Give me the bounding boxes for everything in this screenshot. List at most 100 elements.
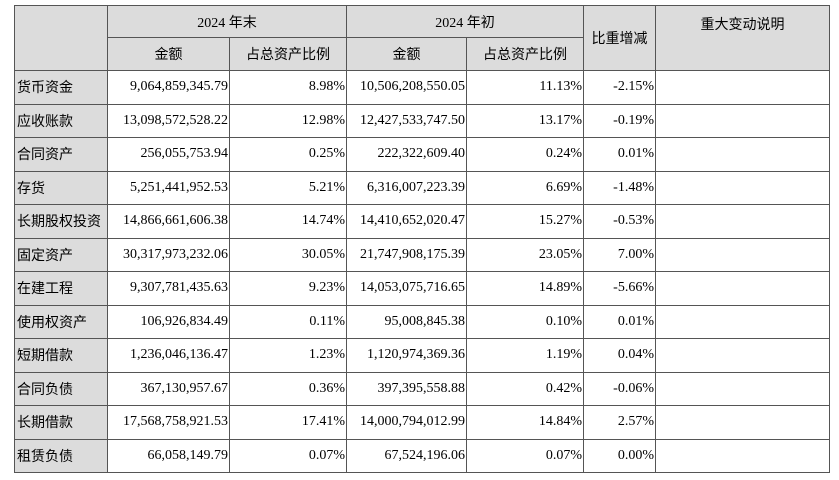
start-ratio-cell: 13.17% <box>466 103 584 138</box>
ratio-change-cell: 7.00% <box>583 237 656 272</box>
major-change-note-cell <box>655 271 830 306</box>
major-change-note-cell <box>655 237 830 272</box>
end-amount-cell: 14,866,661,606.38 <box>107 204 230 239</box>
start-amount-cell: 12,427,533,747.50 <box>346 103 467 138</box>
header-row-2: 金额 占总资产比例 金额 占总资产比例 <box>15 37 830 71</box>
ratio-change-cell: -0.53% <box>583 204 656 239</box>
major-change-note-cell <box>655 70 830 105</box>
end-amount-cell: 5,251,441,952.53 <box>107 170 230 205</box>
end-ratio-cell: 0.11% <box>229 304 347 339</box>
table-row: 存货 5,251,441,952.53 5.21% 6,316,007,223.39 6… <box>14 170 830 205</box>
end-ratio-cell: 1.23% <box>229 338 347 373</box>
start-amount-cell: 14,410,652,020.47 <box>346 204 467 239</box>
end-ratio-cell: 0.07% <box>229 438 347 473</box>
item-cell: 使用权资产 <box>14 304 108 339</box>
start-ratio-cell: 0.10% <box>466 304 584 339</box>
end-amount-cell: 13,098,572,528.22 <box>107 103 230 138</box>
ratio-change-cell: -5.66% <box>583 271 656 306</box>
start-ratio-cell: 6.69% <box>466 170 584 205</box>
ratio-change-cell: 0.00% <box>583 438 656 473</box>
start-amount-cell: 1,120,974,369.36 <box>346 338 467 373</box>
start-ratio-cell: 11.13% <box>466 70 584 105</box>
item-cell: 货币资金 <box>14 70 108 105</box>
header-start-ratio: 占总资产比例 <box>466 37 584 71</box>
ratio-change-cell: -0.19% <box>583 103 656 138</box>
start-amount-cell: 222,322,609.40 <box>346 137 467 172</box>
item-cell: 长期借款 <box>14 405 108 440</box>
item-cell: 合同负债 <box>14 371 108 406</box>
end-amount-cell: 17,568,758,921.53 <box>107 405 230 440</box>
major-change-note-cell <box>655 137 830 172</box>
table-row: 租赁负债 66,058,149.79 0.07% 67,524,196.06 0.07%… <box>14 438 830 473</box>
item-cell: 应收账款 <box>14 103 108 138</box>
end-ratio-cell: 5.21% <box>229 170 347 205</box>
ratio-change-cell: 0.01% <box>583 137 656 172</box>
header-major-change: 重大变动说明 <box>655 5 830 71</box>
table-row: 固定资产 30,317,973,232.06 30.05% 21,747,908,17… <box>14 237 830 272</box>
major-change-note-cell <box>655 204 830 239</box>
major-change-note-cell <box>655 405 830 440</box>
start-ratio-cell: 14.84% <box>466 405 584 440</box>
ratio-change-cell: 2.57% <box>583 405 656 440</box>
end-amount-cell: 367,130,957.67 <box>107 371 230 406</box>
header-item-blank <box>14 5 108 71</box>
end-ratio-cell: 14.74% <box>229 204 347 239</box>
table-row: 长期借款 17,568,758,921.53 17.41% 14,000,794,01… <box>14 405 830 440</box>
table-row: 合同资产 256,055,753.94 0.25% 222,322,609.40 0.2… <box>14 137 830 172</box>
table-row: 使用权资产 106,926,834.49 0.11% 95,008,845.38 0.1… <box>14 304 830 339</box>
table-row: 在建工程 9,307,781,435.63 9.23% 14,053,075,716.… <box>14 271 830 306</box>
end-ratio-cell: 0.25% <box>229 137 347 172</box>
item-cell: 合同资产 <box>14 137 108 172</box>
header-ratio-change: 比重增减 <box>583 5 656 71</box>
ratio-change-cell: -2.15% <box>583 70 656 105</box>
item-cell: 租赁负债 <box>14 438 108 473</box>
start-amount-cell: 67,524,196.06 <box>346 438 467 473</box>
item-cell: 存货 <box>14 170 108 205</box>
start-amount-cell: 397,395,558.88 <box>346 371 467 406</box>
major-change-note-cell <box>655 304 830 339</box>
ratio-change-cell: 0.01% <box>583 304 656 339</box>
end-ratio-cell: 12.98% <box>229 103 347 138</box>
start-ratio-cell: 0.42% <box>466 371 584 406</box>
table-row: 货币资金 9,064,859,345.79 8.98% 10,506,208,550.… <box>14 70 830 105</box>
end-ratio-cell: 9.23% <box>229 271 347 306</box>
major-change-note-cell <box>655 103 830 138</box>
end-amount-cell: 30,317,973,232.06 <box>107 237 230 272</box>
start-amount-cell: 14,053,075,716.65 <box>346 271 467 306</box>
end-amount-cell: 106,926,834.49 <box>107 304 230 339</box>
end-ratio-cell: 17.41% <box>229 405 347 440</box>
table-row: 应收账款 13,098,572,528.22 12.98% 12,427,533,74… <box>14 103 830 138</box>
table-row: 短期借款 1,236,046,136.47 1.23% 1,120,974,369.3… <box>14 338 830 373</box>
end-amount-cell: 66,058,149.79 <box>107 438 230 473</box>
item-cell: 在建工程 <box>14 271 108 306</box>
start-ratio-cell: 15.27% <box>466 204 584 239</box>
asset-change-table: 2024 年末 2024 年初 比重增减 重大变动说明 金额 占总资产比例 金额… <box>14 5 830 473</box>
major-change-note-cell <box>655 371 830 406</box>
start-amount-cell: 10,506,208,550.05 <box>346 70 467 105</box>
header-end-ratio: 占总资产比例 <box>229 37 347 71</box>
major-change-note-cell <box>655 170 830 205</box>
start-amount-cell: 6,316,007,223.39 <box>346 170 467 205</box>
end-amount-cell: 256,055,753.94 <box>107 137 230 172</box>
end-ratio-cell: 0.36% <box>229 371 347 406</box>
start-amount-cell: 21,747,908,175.39 <box>346 237 467 272</box>
start-ratio-cell: 14.89% <box>466 271 584 306</box>
header-row-1: 2024 年末 2024 年初 比重增减 重大变动说明 <box>14 5 830 71</box>
header-start-2024: 2024 年初 <box>346 5 584 38</box>
ratio-change-cell: 0.04% <box>583 338 656 373</box>
item-cell: 长期股权投资 <box>14 204 108 239</box>
end-amount-cell: 9,307,781,435.63 <box>107 271 230 306</box>
ratio-change-cell: -0.06% <box>583 371 656 406</box>
start-ratio-cell: 23.05% <box>466 237 584 272</box>
table-row: 合同负债 367,130,957.67 0.36% 397,395,558.88 0.4… <box>14 371 830 406</box>
major-change-note-cell <box>655 438 830 473</box>
header-end-amount: 金额 <box>107 37 230 71</box>
start-ratio-cell: 0.07% <box>466 438 584 473</box>
item-cell: 短期借款 <box>14 338 108 373</box>
start-amount-cell: 14,000,794,012.99 <box>346 405 467 440</box>
table-row: 长期股权投资 14,866,661,606.38 14.74% 14,410,652,… <box>14 204 830 239</box>
end-amount-cell: 1,236,046,136.47 <box>107 338 230 373</box>
end-ratio-cell: 30.05% <box>229 237 347 272</box>
start-ratio-cell: 0.24% <box>466 137 584 172</box>
end-amount-cell: 9,064,859,345.79 <box>107 70 230 105</box>
